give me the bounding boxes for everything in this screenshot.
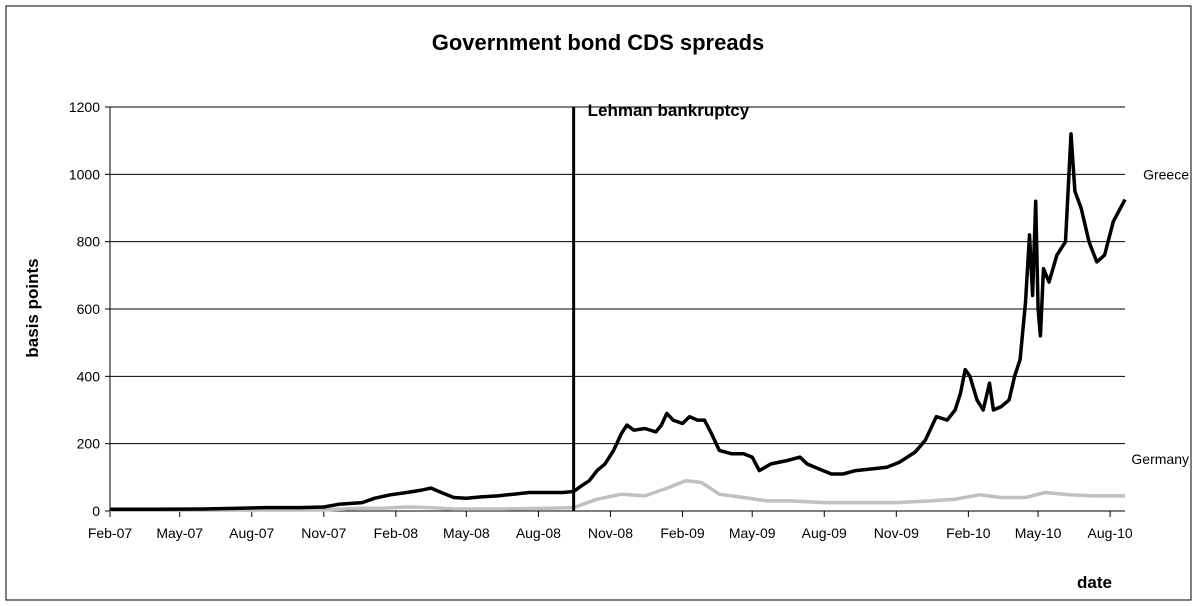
chart-title: Government bond CDS spreads bbox=[432, 30, 765, 55]
x-tick-label: Feb-10 bbox=[946, 525, 991, 541]
annotations: Lehman bankruptcy bbox=[572, 101, 750, 511]
y-tick-label: 400 bbox=[77, 368, 101, 384]
y-axis-title: basis points bbox=[23, 258, 42, 357]
series-labels: Germany Greece bbox=[1131, 167, 1189, 467]
x-tick-label: May-10 bbox=[1015, 525, 1062, 541]
x-tick-label: May-09 bbox=[729, 525, 776, 541]
y-tick-label: 1000 bbox=[69, 166, 100, 182]
annotation-label: Lehman bankruptcy bbox=[588, 101, 750, 120]
series-line-germany bbox=[109, 478, 1125, 513]
series-line-greece bbox=[110, 132, 1127, 512]
x-tick-label: May-08 bbox=[443, 525, 490, 541]
y-tick-label: 600 bbox=[77, 301, 101, 317]
x-tick-label: Nov-07 bbox=[301, 525, 346, 541]
series-label-germany: Germany bbox=[1131, 451, 1189, 467]
y-tick-label: 200 bbox=[77, 436, 101, 452]
x-tick-label: May-07 bbox=[156, 525, 203, 541]
x-tick-label: Nov-09 bbox=[874, 525, 919, 541]
x-tick-label: Aug-10 bbox=[1088, 525, 1133, 541]
y-tick-labels: 0 200 400 600 800 1000 1200 bbox=[69, 99, 100, 519]
x-tick-label: Feb-07 bbox=[88, 525, 133, 541]
series-label-greece: Greece bbox=[1143, 167, 1189, 183]
x-tick-label: Feb-09 bbox=[660, 525, 705, 541]
x-axis-title: date bbox=[1077, 573, 1112, 592]
x-tick-label: Aug-07 bbox=[229, 525, 274, 541]
x-tick-label: Aug-09 bbox=[802, 525, 847, 541]
x-tick-label: Nov-08 bbox=[588, 525, 633, 541]
x-tick-label: Feb-08 bbox=[374, 525, 419, 541]
y-tick-label: 800 bbox=[77, 234, 101, 250]
y-tick-label: 1200 bbox=[69, 99, 100, 115]
chart-frame bbox=[5, 5, 1192, 601]
x-tick-label: Aug-08 bbox=[516, 525, 561, 541]
series-lines bbox=[109, 132, 1127, 513]
y-tick-label: 0 bbox=[92, 503, 100, 519]
x-tick-labels: Feb-07 May-07 Aug-07 Nov-07 Feb-08 May-08 Aug-… bbox=[88, 525, 1133, 541]
